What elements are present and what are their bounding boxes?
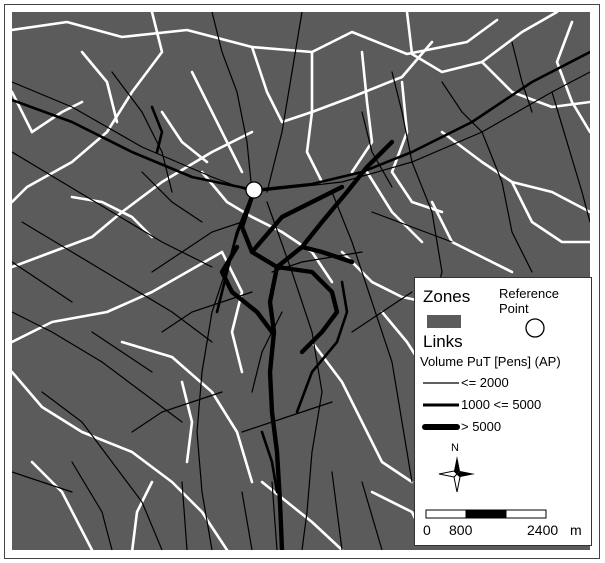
north-label: N — [451, 442, 459, 454]
legend-class-2-label: 1000 <= 5000 — [461, 397, 542, 412]
map-legend: Zones Reference Point Links Volume PuT [… — [414, 277, 592, 546]
zone-boundaries — [12, 12, 590, 550]
scale-tick-800: 800 — [449, 522, 473, 538]
map-canvas[interactable] — [12, 12, 590, 550]
scale-tick-2400: 2400 — [527, 522, 559, 538]
legend-zones-label: Zones — [423, 287, 471, 306]
legend-links-label: Links — [423, 332, 463, 351]
legend-class-1-line — [423, 382, 459, 384]
legend-class-3-label: > 5000 — [461, 419, 502, 434]
reference-point-marker[interactable] — [245, 181, 263, 199]
scale-bar — [425, 509, 547, 519]
north-arrow-icon — [438, 456, 475, 493]
scale-tick-0: 0 — [423, 522, 431, 538]
legend-class-1-label: <= 2000 — [461, 375, 509, 390]
links-thick — [219, 139, 395, 550]
scale-unit: m — [570, 522, 582, 538]
legend-reference-symbol — [525, 318, 545, 338]
legend-volume-title: Volume PuT [Pens] (AP) — [420, 354, 561, 369]
legend-class-3-line — [422, 424, 460, 430]
legend-zone-swatch — [427, 315, 461, 328]
legend-reference-label: Reference — [499, 286, 559, 301]
legend-class-2-line — [423, 403, 459, 407]
legend-reference-label-line2: Point — [499, 301, 529, 316]
